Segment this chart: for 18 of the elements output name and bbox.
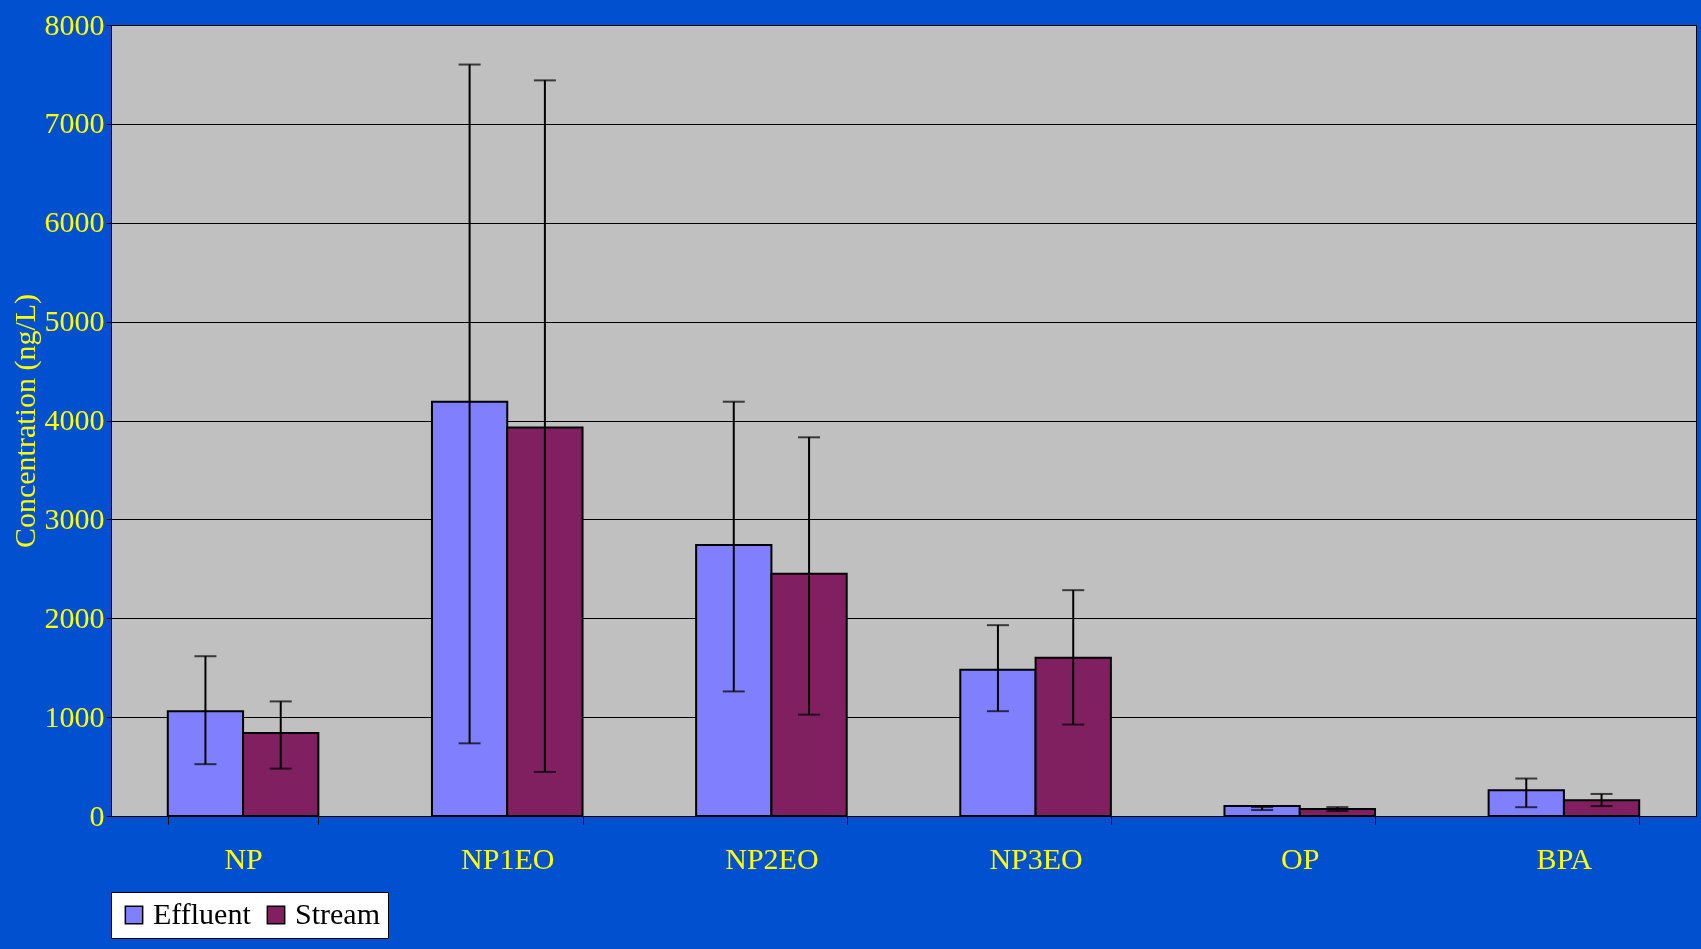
x-tick-label: NP [224, 841, 263, 875]
y-tick-label: 4000 [44, 403, 105, 436]
legend-label: Effluent [153, 897, 252, 930]
x-tick-label: NP1EO [461, 841, 555, 875]
y-tick-label: 5000 [44, 304, 105, 338]
y-tick-label: 3000 [44, 501, 105, 535]
y-tick-label: 7000 [44, 106, 105, 140]
x-tick-label: BPA [1536, 841, 1593, 875]
y-tick-label: 2000 [44, 600, 105, 634]
y-tick-label: 1000 [44, 699, 105, 733]
x-tick-label: NP2EO [725, 841, 819, 875]
x-tick-label: OP [1281, 841, 1320, 875]
y-axis-title: Concentration (ng/L) [7, 293, 42, 549]
y-tick-label: 8000 [44, 7, 105, 41]
x-tick-label: NP3EO [989, 841, 1083, 875]
y-tick-label: 0 [89, 798, 105, 832]
y-tick-label: 6000 [44, 205, 105, 239]
legend-label: Stream [295, 897, 380, 930]
